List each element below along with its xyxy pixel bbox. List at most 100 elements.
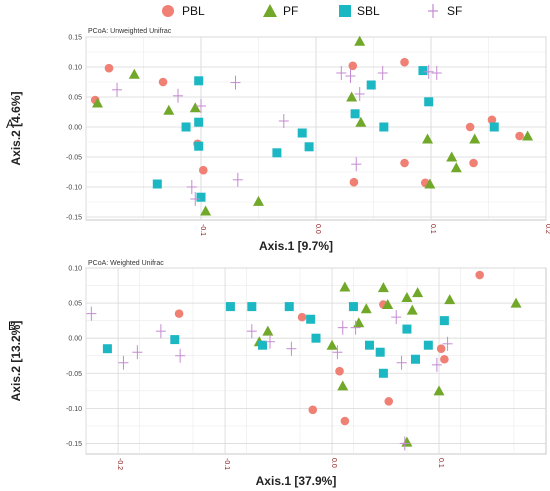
scatter-panel-a: PCoA: Unweighted Unifrac -0.15 -0.10 -0.05 0… bbox=[9, 28, 550, 253]
point-sbl bbox=[225, 302, 235, 312]
x-tick-label: -0.2 bbox=[116, 458, 123, 470]
x-tick-label: -0.1 bbox=[223, 458, 230, 470]
point-pf bbox=[377, 282, 389, 293]
point-sbl bbox=[272, 148, 282, 158]
point-sbl bbox=[375, 347, 385, 357]
y-tick-label: -0.10 bbox=[66, 185, 82, 192]
legend-label-sbl: SBL bbox=[357, 4, 380, 18]
legend-label-sf: SF bbox=[447, 4, 462, 18]
point-sbl bbox=[247, 302, 257, 312]
scatter-panel-b: PCoA: Weighted Unifrac -0.15 -0.10 -0.05 0.0… bbox=[9, 260, 547, 488]
point-pf bbox=[382, 298, 394, 309]
x-tick-label: 0.2 bbox=[544, 224, 550, 234]
y-tick-label: -0.05 bbox=[66, 155, 82, 162]
point-sbl bbox=[379, 122, 389, 132]
point-sf bbox=[118, 355, 129, 370]
point-pbl bbox=[104, 63, 114, 73]
y-tick-label: 0.15 bbox=[68, 35, 82, 42]
x-tick-label: 0.0 bbox=[314, 224, 321, 234]
panel-title: PCoA: Weighted Unifrac bbox=[88, 260, 164, 267]
point-sbl bbox=[311, 333, 321, 343]
point-sf bbox=[396, 355, 407, 370]
point-sbl bbox=[194, 117, 204, 127]
point-sbl bbox=[102, 344, 112, 354]
point-sf bbox=[278, 114, 289, 128]
point-pf bbox=[337, 380, 349, 391]
x-axis-label: Axis.1 [9.7%] bbox=[259, 239, 333, 253]
y-tick-label: -0.15 bbox=[66, 441, 82, 448]
point-pf bbox=[354, 35, 366, 46]
point-sf bbox=[265, 334, 275, 349]
point-sf bbox=[196, 99, 206, 113]
panel-label-b: B bbox=[8, 319, 16, 333]
point-sf bbox=[132, 345, 143, 360]
point-pf bbox=[200, 205, 212, 216]
y-tick-label: 0.05 bbox=[68, 95, 82, 102]
point-sbl bbox=[306, 314, 316, 324]
point-pf bbox=[510, 297, 522, 308]
point-sf bbox=[332, 345, 343, 360]
point-sf bbox=[377, 66, 388, 80]
point-sf bbox=[190, 192, 201, 206]
y-tick-label: -0.15 bbox=[66, 215, 82, 222]
point-sbl bbox=[489, 122, 499, 132]
point-sbl bbox=[194, 76, 204, 86]
point-pf bbox=[406, 304, 418, 315]
point-pf bbox=[355, 116, 367, 127]
point-pbl bbox=[515, 131, 524, 141]
point-sbl bbox=[402, 324, 412, 334]
point-pf bbox=[424, 178, 436, 189]
y-tick-label: 0.00 bbox=[68, 336, 82, 343]
point-pbl bbox=[199, 165, 208, 175]
legend-item-sbl: SBL bbox=[339, 4, 380, 18]
point-sf bbox=[442, 336, 453, 351]
x-tick-label: 0.1 bbox=[429, 224, 436, 234]
point-pf bbox=[339, 281, 351, 292]
point-pbl bbox=[400, 158, 409, 168]
point-pf bbox=[446, 151, 458, 162]
legend-label-pf: PF bbox=[283, 4, 298, 18]
point-pbl bbox=[436, 344, 446, 354]
point-sf bbox=[86, 306, 97, 321]
legend-marker-pbl bbox=[162, 5, 174, 17]
point-sbl bbox=[364, 340, 374, 350]
point-pbl bbox=[475, 270, 484, 280]
y-axis-label: Axis.2 [4.6%] bbox=[9, 91, 23, 165]
point-sbl bbox=[258, 340, 268, 350]
point-sf bbox=[423, 64, 434, 79]
point-pf bbox=[189, 102, 201, 113]
point-pbl bbox=[384, 397, 394, 406]
point-pf bbox=[401, 291, 413, 302]
point-pf bbox=[401, 436, 413, 447]
legend-item-sf: SF bbox=[428, 4, 462, 18]
point-sf bbox=[345, 69, 356, 83]
legend-item-pf: PF bbox=[263, 4, 298, 18]
point-sbl bbox=[194, 141, 204, 151]
point-pf bbox=[163, 104, 175, 115]
point-sbl bbox=[410, 354, 420, 364]
point-pbl bbox=[158, 77, 168, 87]
point-pf bbox=[422, 133, 434, 144]
y-tick-label: -0.05 bbox=[66, 371, 82, 378]
point-pf bbox=[128, 68, 140, 79]
y-tick-label: 0.10 bbox=[68, 266, 82, 273]
point-pbl bbox=[335, 366, 344, 376]
x-tick-label: 0.0 bbox=[330, 458, 337, 468]
point-pf bbox=[360, 303, 372, 314]
point-sf bbox=[336, 66, 347, 80]
panel-label-a: A bbox=[6, 117, 14, 131]
point-sf bbox=[351, 157, 362, 172]
point-sf bbox=[354, 87, 365, 101]
point-sf bbox=[391, 310, 402, 325]
point-pf bbox=[262, 325, 274, 336]
point-sbl bbox=[196, 192, 206, 202]
point-pf bbox=[92, 97, 103, 108]
x-tick-label: -0.1 bbox=[199, 224, 206, 236]
point-sf bbox=[350, 320, 361, 335]
point-pbl bbox=[349, 177, 359, 187]
legend-marker-sbl bbox=[339, 5, 351, 17]
point-pbl bbox=[174, 309, 184, 318]
point-pf bbox=[412, 287, 424, 298]
point-pbl bbox=[487, 115, 497, 125]
